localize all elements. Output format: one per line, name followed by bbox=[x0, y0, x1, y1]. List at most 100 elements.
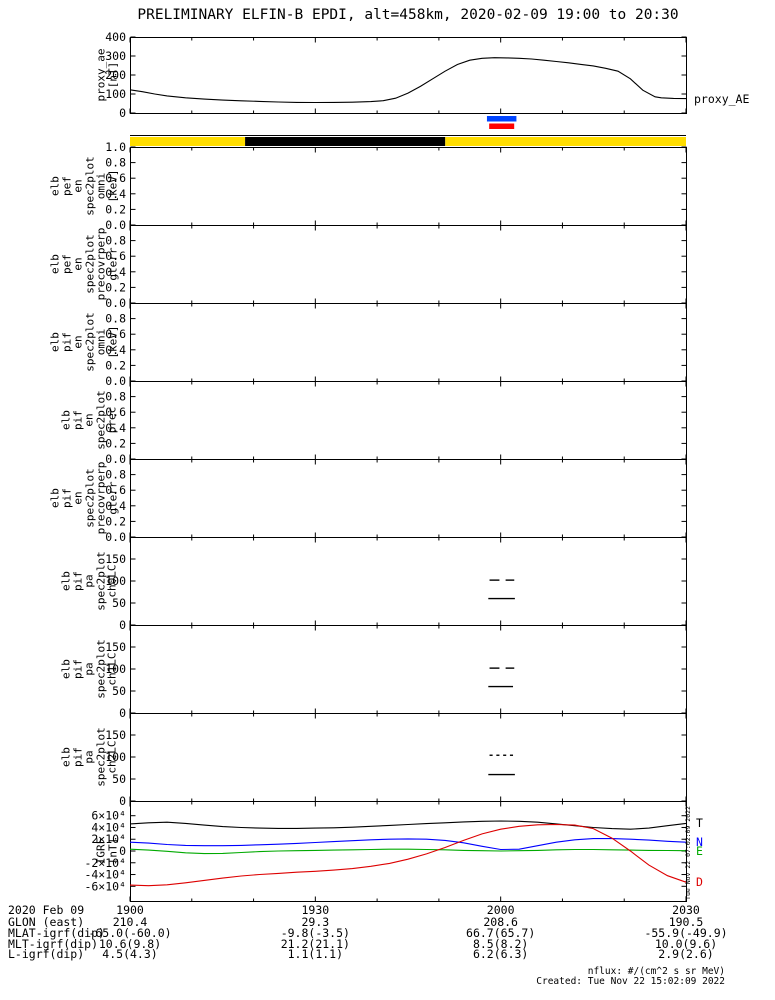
ytick-label: 0.6 bbox=[105, 483, 126, 497]
ch1-frame bbox=[130, 625, 687, 714]
bottom-row-value: 190.5 bbox=[668, 915, 704, 929]
x-tick-label: 1900 bbox=[116, 903, 144, 917]
igrf-series-label-E: E bbox=[696, 843, 703, 858]
nflux-units-note: nflux: #/(cm^2 s sr MeV) bbox=[587, 966, 725, 977]
bottom-row-value: 2.9(2.6) bbox=[658, 947, 714, 962]
series-N bbox=[129, 838, 687, 851]
bottom-row-value: -9.8(-3.5) bbox=[280, 925, 350, 940]
ytick-label: -2×10⁴ bbox=[84, 856, 126, 870]
ytick-label: 2×10⁴ bbox=[91, 832, 126, 846]
y-axis-label-spec2: elb pef en spec2plot precovrperp gterr bbox=[48, 227, 119, 301]
bottom-row-value: 210.4 bbox=[112, 915, 148, 929]
bottom-row-value: 10.0(9.6) bbox=[654, 936, 718, 951]
spec4-frame bbox=[130, 381, 687, 460]
ytick-label: 0.6 bbox=[105, 405, 126, 419]
series-proxy_AE bbox=[129, 57, 687, 104]
ytick-label: 100 bbox=[105, 750, 126, 764]
x-tick-label: 2000 bbox=[486, 903, 515, 917]
spec2-frame bbox=[130, 225, 687, 304]
y-axis-label-spec4: elb pif en spec2plot prec bbox=[59, 390, 119, 450]
panel-spec3: 0.80.6 0.40.2 0.0 bbox=[105, 302, 687, 388]
igrf-frame bbox=[130, 801, 687, 902]
y-axis-label-spec5: elb pif en spec2plot precovrperp gterr bbox=[48, 461, 119, 535]
ytick-label: 50 bbox=[112, 772, 126, 786]
ytick-label: 300 bbox=[105, 49, 126, 63]
bottom-row-label: MLT-igrf(dip) bbox=[8, 936, 99, 951]
ytick-label: 0.8 bbox=[105, 312, 126, 326]
ytick-label: 0.0 bbox=[105, 452, 126, 466]
ytick-label: 0 bbox=[119, 106, 126, 120]
proxy-ae-line-label: proxy_AE bbox=[694, 91, 750, 106]
ytick-label: 0.6 bbox=[105, 171, 126, 185]
bottom-row-label: GLON (east) bbox=[8, 915, 85, 929]
panel-proxy: 0 100 200 300 400 bbox=[105, 30, 687, 120]
bottom-row-value: -55.9(-49.9) bbox=[644, 925, 728, 940]
ytick-label: 4×10⁴ bbox=[91, 820, 126, 834]
bottom-row-value: 4.5(4.3) bbox=[102, 947, 158, 962]
bottom-row-value: 6.2(6.3) bbox=[472, 947, 529, 962]
bottom-row-value: 29.3 bbox=[301, 915, 330, 929]
ytick-label: 200 bbox=[105, 68, 126, 82]
ytick-label: 0.0 bbox=[105, 374, 126, 388]
ytick-label: 0 bbox=[119, 618, 126, 632]
status-segment bbox=[445, 137, 686, 146]
loss-cone-legend-bars bbox=[486, 116, 517, 129]
proxy-frame bbox=[130, 37, 687, 114]
ytick-label: 0 bbox=[119, 794, 126, 808]
igrf-series-label-N: N bbox=[696, 835, 703, 850]
ytick-label: 0.0 bbox=[105, 530, 126, 544]
ytick-label: 150 bbox=[105, 552, 126, 566]
ytick-label: 0.2 bbox=[105, 280, 126, 294]
created-timestamp: Created: Tue Nov 22 15:02:09 2022 bbox=[536, 976, 725, 987]
bottom-row-value: 8.5(8.2) bbox=[472, 936, 529, 951]
ytick-label: 100 bbox=[105, 87, 126, 101]
ch2-frame bbox=[130, 713, 687, 802]
igrf-series-label-T: T bbox=[696, 816, 703, 831]
bottom-row-value: 10.6(9.8) bbox=[98, 936, 162, 951]
ytick-label: -4×10⁴ bbox=[84, 868, 126, 882]
ytick-label: 150 bbox=[105, 640, 126, 654]
ytick-label: -6×10⁴ bbox=[84, 879, 126, 893]
igrf-series-label-D: D bbox=[696, 875, 703, 890]
bottom-row-value: -65.0(-60.0) bbox=[88, 925, 172, 940]
status-segment bbox=[130, 137, 246, 146]
series-T bbox=[129, 820, 687, 830]
ytick-label: 0.4 bbox=[105, 499, 126, 513]
spec5-frame bbox=[130, 459, 687, 538]
y-axis-label-spec3: elb pif en spec2plot omni [keV] bbox=[48, 312, 119, 372]
bottom-row-value: 66.7(65.7) bbox=[466, 925, 536, 940]
x-tick-label: 2030 bbox=[672, 903, 700, 917]
ytick-label: 0.2 bbox=[105, 202, 126, 216]
ytick-label: 0.2 bbox=[105, 436, 126, 450]
ytick-label: 0.4 bbox=[105, 187, 126, 201]
legend-bar bbox=[489, 123, 515, 129]
y-axis-label-ch0: elb pif pa spec2plot ch0LC bbox=[59, 551, 119, 611]
ytick-label: 0.8 bbox=[105, 468, 126, 482]
ytick-label: 400 bbox=[105, 30, 126, 44]
series-E bbox=[129, 848, 687, 855]
bottom-row-label: L-igrf(dip) bbox=[8, 947, 85, 962]
panel-spec4: 0.80.6 0.40.2 0.0 bbox=[105, 380, 687, 466]
ytick-label: 150 bbox=[105, 728, 126, 742]
ytick-label: 0.8 bbox=[105, 156, 126, 170]
series-D bbox=[129, 823, 687, 887]
legend-bar bbox=[486, 116, 517, 122]
bottom-row-value: 21.2(21.1) bbox=[280, 936, 350, 951]
ytick-label: 0.6 bbox=[105, 249, 126, 263]
ytick-label: 0 bbox=[119, 706, 126, 720]
vertical-timestamp: Tue Nov 22 07:02:09 2022 bbox=[684, 806, 692, 900]
status-segment bbox=[245, 137, 446, 146]
ytick-label: 0.4 bbox=[105, 343, 126, 357]
ytick-label: 0.8 bbox=[105, 234, 126, 248]
ytick-label: 6×10⁴ bbox=[91, 809, 126, 823]
y-axis-label-proxy: proxy_ae [nT] bbox=[94, 48, 119, 102]
spec3-frame bbox=[130, 303, 687, 382]
ytick-label: 0.0 bbox=[105, 218, 126, 232]
orbit-status-bar bbox=[130, 135, 686, 146]
panel-spec5: 0.80.6 0.40.2 0.0 bbox=[105, 458, 687, 544]
y-axis-label-spec1: elb pef en spec2plot omni [keV] bbox=[48, 156, 119, 216]
panel-spec2: 0.80.6 0.40.2 0.0 bbox=[105, 224, 687, 310]
ytick-label: 100 bbox=[105, 662, 126, 676]
